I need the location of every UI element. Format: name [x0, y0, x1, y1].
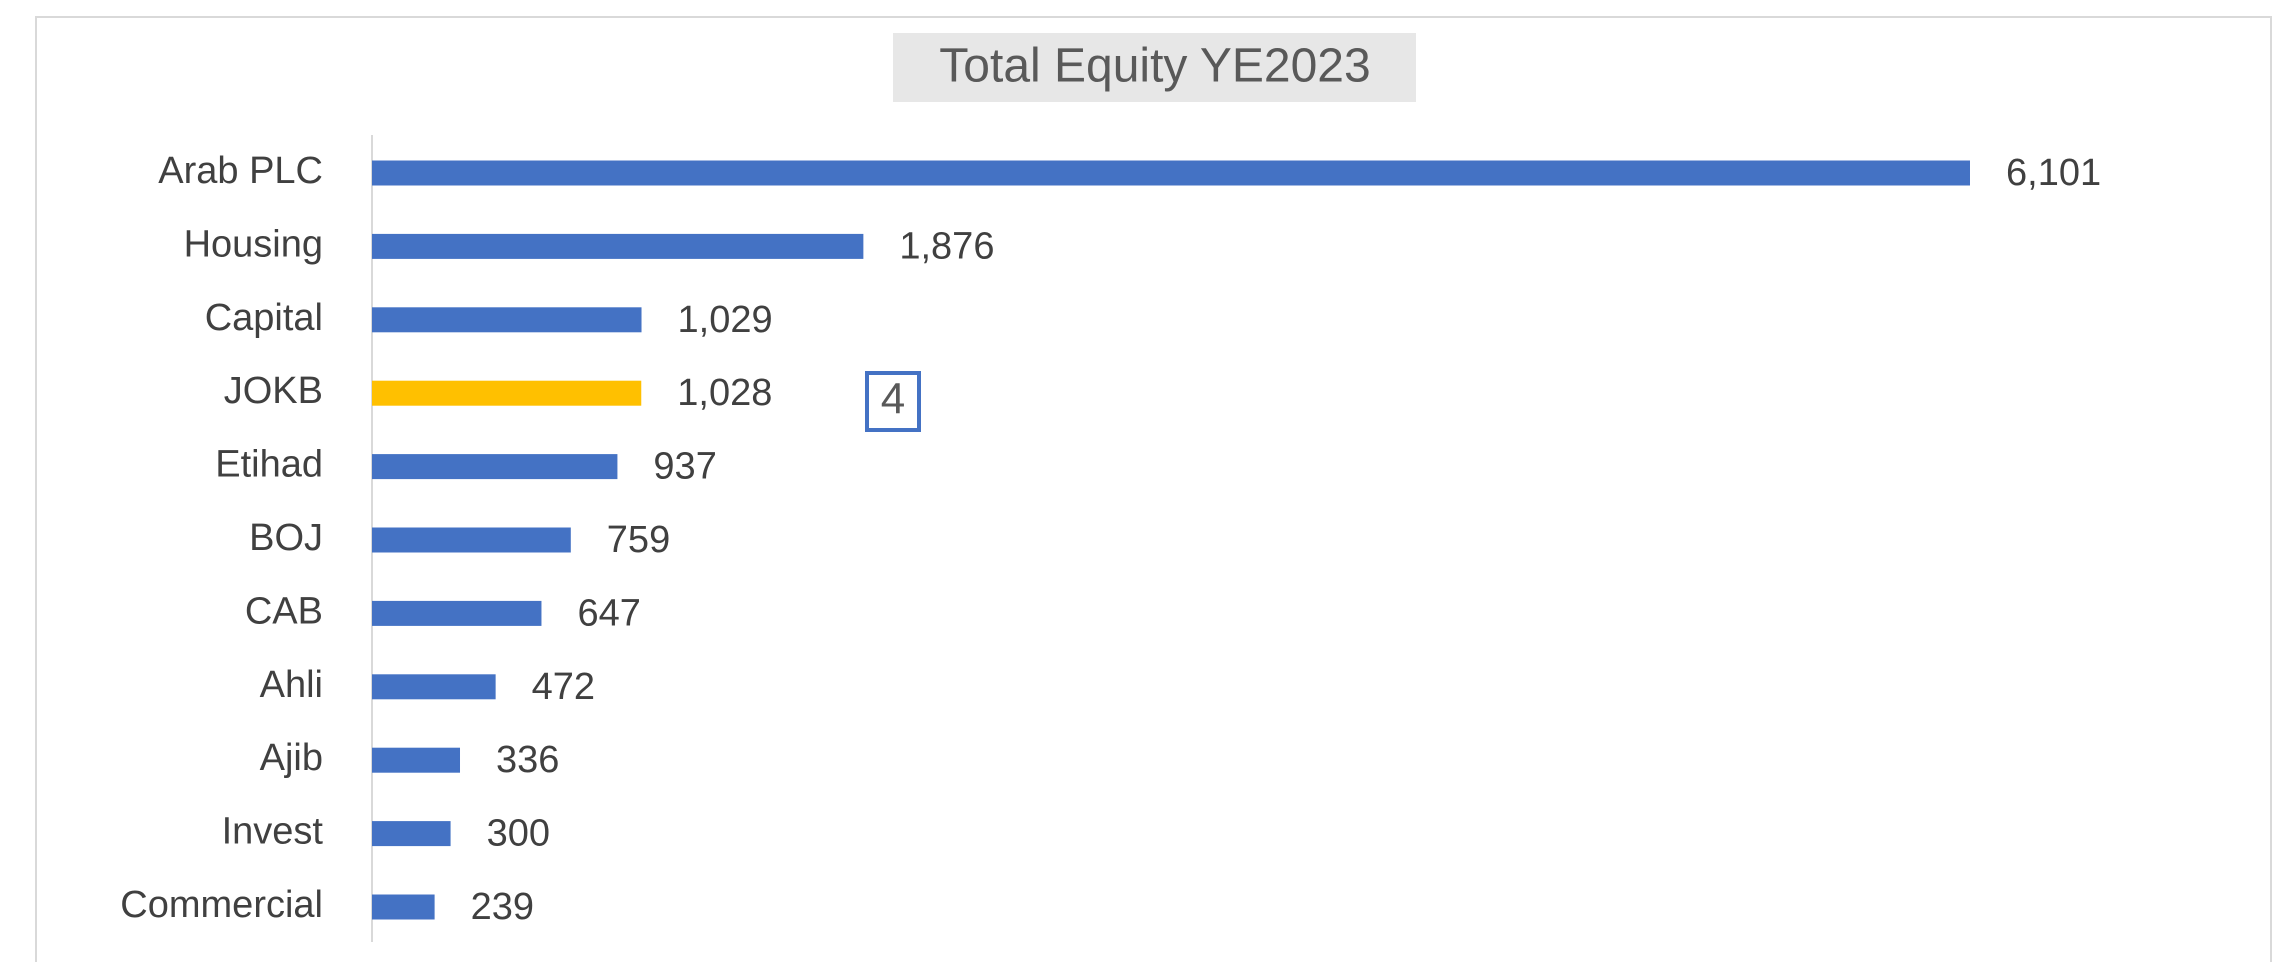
bar: [372, 307, 642, 333]
y-tick-label: Commercial: [120, 884, 323, 926]
y-tick-label: Arab PLC: [158, 150, 323, 192]
data-label: 300: [487, 813, 550, 855]
title-box: [893, 33, 1416, 102]
data-label: 472: [532, 666, 595, 708]
y-tick-label: Housing: [184, 223, 323, 265]
bar: [372, 527, 571, 553]
bar: [372, 894, 435, 920]
y-tick-label: BOJ: [249, 517, 323, 559]
annotation: 4: [881, 375, 905, 424]
y-tick-label: Invest: [222, 811, 324, 853]
data-label: 239: [471, 886, 534, 928]
data-label: 1,028: [677, 372, 772, 414]
data-label: 336: [496, 739, 559, 781]
bar: [372, 600, 542, 626]
bar: [372, 454, 618, 480]
data-label: 937: [653, 446, 716, 488]
data-label: 1,029: [678, 299, 773, 341]
bar: [372, 160, 1970, 186]
y-tick-label: Capital: [205, 297, 323, 339]
data-label: 759: [607, 519, 670, 561]
data-label: 1,876: [899, 225, 994, 267]
y-tick-label: Etihad: [215, 444, 323, 486]
bar: [372, 747, 461, 773]
bar: [372, 821, 451, 847]
y-tick-label: JOKB: [224, 370, 323, 412]
y-tick-label: Ajib: [260, 737, 323, 779]
data-label: 647: [577, 592, 640, 634]
bar: [372, 674, 496, 700]
bar: [372, 233, 864, 259]
data-label: 6,101: [2006, 152, 2101, 194]
bar: [372, 380, 642, 406]
y-tick-label: Ahli: [260, 664, 323, 706]
chart-title: Total Equity YE2023: [939, 40, 1370, 93]
y-tick-label: CAB: [245, 590, 323, 632]
annotation-box: [865, 371, 921, 432]
